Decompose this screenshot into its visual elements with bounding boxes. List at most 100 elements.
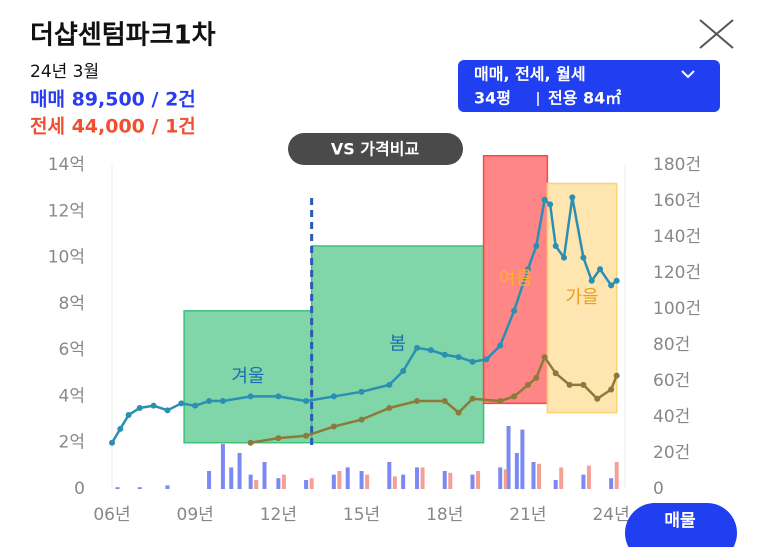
price-point [497, 398, 504, 405]
volume-bar [537, 463, 542, 489]
compare-button[interactable]: VS 가격비교 [288, 133, 463, 165]
y2-tick-label: 40건 [653, 407, 690, 427]
price-point [560, 254, 567, 261]
price-point [330, 393, 337, 400]
price-point [206, 398, 213, 405]
deal-types: 매매, 전세, 월세 [474, 65, 586, 84]
listing-label: 매물 [664, 511, 696, 531]
y-tick-label: 10억 [48, 248, 85, 268]
volume-bar [345, 467, 350, 489]
price-point [303, 432, 310, 439]
x-tick-label: 24년 [592, 505, 629, 525]
size-pyeong: 34평 [474, 89, 511, 108]
price-point [594, 395, 601, 402]
volume-bar [614, 462, 619, 489]
season-label: 가을 [565, 287, 598, 308]
price-point [178, 400, 185, 407]
y2-tick-label: 180건 [653, 155, 701, 175]
volume-bar [520, 429, 525, 489]
x-tick-label: 06년 [93, 505, 130, 525]
y-tick-label: 2억 [59, 433, 85, 453]
price-point [427, 347, 434, 354]
price-point [192, 402, 199, 409]
volume-bar [476, 471, 481, 489]
price-point [455, 409, 462, 416]
y2-tick-label: 60건 [653, 371, 690, 391]
volume-bar [415, 467, 420, 489]
price-point [275, 435, 282, 442]
season-label: 겨울 [231, 366, 264, 387]
y2-tick-label: 160건 [653, 191, 701, 211]
price-chart: 0 2억 4억 6억 8억 10억 12억 14억 0 20건 40건 60건 80건 100건 120건 1… [48, 154, 701, 525]
price-point [608, 282, 615, 289]
price-point [358, 416, 365, 423]
season-label: 여름 [499, 269, 532, 290]
volume-bar [281, 474, 286, 489]
price-point [386, 381, 393, 388]
price-point [580, 254, 587, 261]
y-tick-label: 4억 [59, 386, 85, 406]
price-point [455, 354, 462, 361]
size-area: 전용 84㎡ [548, 89, 621, 108]
volume-bar [359, 471, 364, 489]
close-button[interactable] [699, 19, 734, 49]
price-point [580, 381, 587, 388]
price-point [109, 439, 115, 446]
volume-bar [207, 471, 212, 489]
volume-bar [559, 467, 564, 489]
volume-bar [420, 467, 425, 489]
y2-tick-label: 0 [653, 479, 664, 499]
price-point [497, 342, 504, 349]
volume-bar [503, 469, 508, 489]
price-point [613, 277, 620, 284]
price-point [247, 439, 254, 446]
volume-bar [506, 426, 511, 489]
filter-button[interactable]: 매매, 전세, 월세 34평 전용 84㎡ [458, 60, 720, 112]
y2-tick-label: 100건 [653, 299, 701, 319]
price-point [303, 398, 310, 405]
price-point [125, 411, 132, 418]
volume-bar [401, 474, 406, 489]
y-tick-label: 0 [74, 479, 85, 499]
volume-bar [165, 485, 170, 489]
x-tick-label: 12년 [260, 505, 297, 525]
volume-bar [392, 476, 397, 489]
volume-bar [365, 474, 370, 489]
volume-bar [304, 480, 309, 489]
listing-button[interactable]: 매물 [625, 503, 737, 547]
y-tick-label: 8억 [59, 294, 85, 314]
price-point [524, 266, 531, 273]
y-tick-label: 12억 [48, 201, 85, 221]
price-point [566, 381, 573, 388]
price-point [569, 194, 576, 201]
y2-tick-label: 80건 [653, 335, 690, 355]
volume-bar [387, 462, 392, 489]
volume-bar [254, 480, 259, 489]
volume-bar [309, 478, 314, 489]
y-tick-label: 6억 [59, 340, 85, 360]
price-point [469, 358, 476, 365]
price-point [469, 395, 476, 402]
price-point [588, 277, 595, 284]
price-point [400, 367, 407, 374]
x-tick-label: 15년 [343, 505, 380, 525]
title: 더샵센텀파크1차 [30, 21, 216, 51]
volume-bar [137, 487, 142, 489]
price-point [547, 201, 554, 208]
price-point [608, 386, 615, 393]
volume-bar [498, 467, 503, 489]
volume-bar [248, 474, 253, 489]
volume-bar [470, 474, 475, 489]
price-point [613, 372, 620, 379]
listing-bg [625, 503, 737, 547]
price-point [533, 243, 540, 249]
price-point [541, 196, 548, 203]
volume-bar [581, 474, 586, 489]
volume-bar [553, 480, 558, 489]
price-point [150, 402, 157, 409]
volume-bar [115, 487, 120, 489]
volume-bar [237, 453, 242, 489]
volume-bar [331, 474, 336, 489]
price-point [552, 243, 559, 249]
